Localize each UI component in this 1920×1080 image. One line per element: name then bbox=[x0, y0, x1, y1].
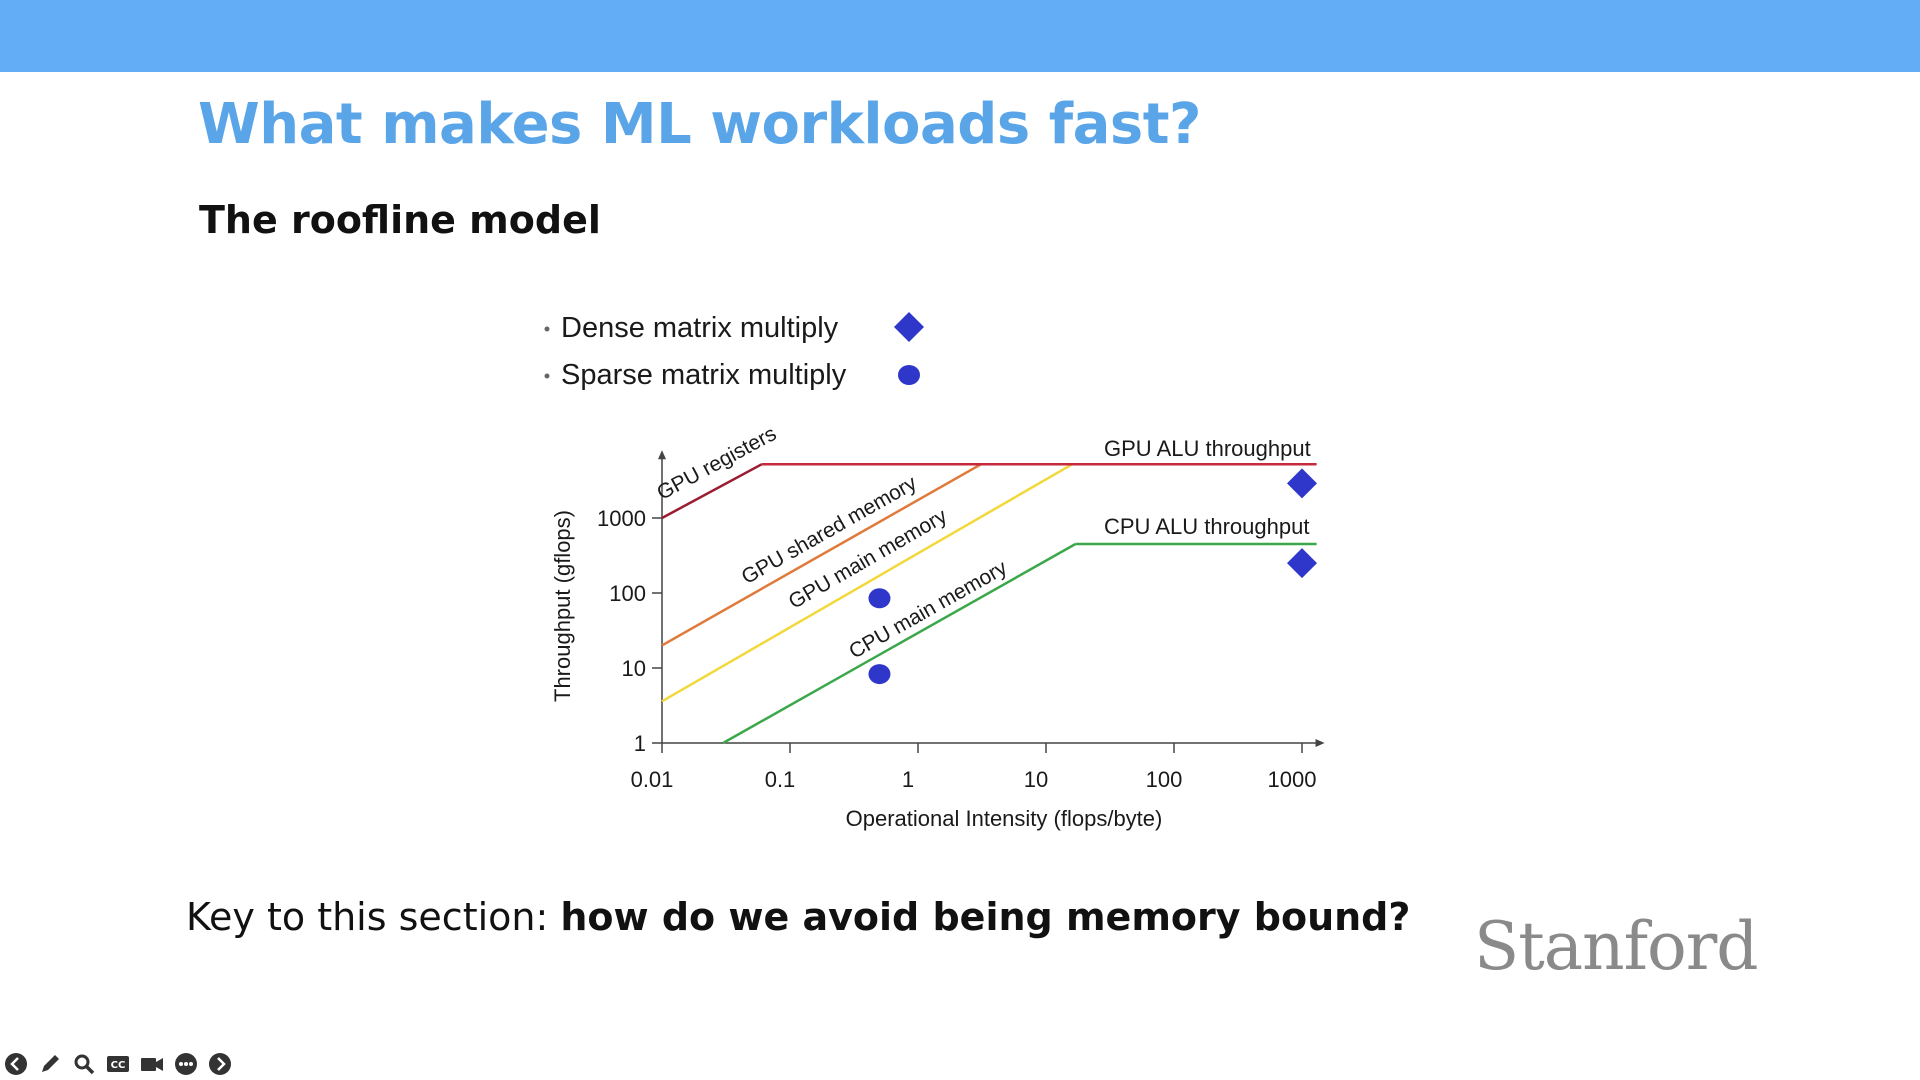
x-tick-label: 1000 bbox=[1268, 767, 1317, 792]
stanford-logo: Stanford bbox=[1474, 908, 1759, 985]
more-icon bbox=[175, 1053, 197, 1075]
x-tick-label: 0.01 bbox=[631, 767, 674, 792]
pen-button[interactable] bbox=[38, 1052, 62, 1076]
dense-marker bbox=[1287, 548, 1317, 579]
series-label: GPU ALU throughput bbox=[1104, 436, 1311, 461]
more-button[interactable] bbox=[174, 1052, 198, 1076]
series-line bbox=[661, 463, 982, 647]
series-line bbox=[661, 463, 763, 520]
series-label: GPU registers bbox=[653, 422, 780, 505]
y-tick-label: 1000 bbox=[597, 506, 646, 531]
series-line bbox=[661, 463, 1073, 703]
next-button[interactable] bbox=[208, 1052, 232, 1076]
legend-bullet bbox=[544, 373, 550, 379]
previous-button[interactable] bbox=[4, 1052, 28, 1076]
x-tick-label: 10 bbox=[1024, 767, 1048, 792]
y-axis-label: Throughput (gflops) bbox=[550, 510, 575, 702]
camera-icon bbox=[141, 1058, 163, 1071]
key-question: how do we avoid being memory bound? bbox=[560, 895, 1411, 939]
legend-diamond-marker bbox=[894, 312, 924, 342]
legend-label: Dense matrix multiply bbox=[561, 312, 839, 344]
pen-icon bbox=[42, 1055, 59, 1072]
closed-captions-button[interactable]: CC bbox=[106, 1052, 130, 1076]
sparse-marker bbox=[868, 664, 891, 685]
x-tick-label: 100 bbox=[1146, 767, 1183, 792]
y-axis-arrow bbox=[658, 450, 666, 460]
series-label: CPU main memory bbox=[845, 556, 1011, 664]
next-icon bbox=[209, 1053, 231, 1075]
slide-subtitle: The roofline model bbox=[199, 198, 601, 242]
slide-title: What makes ML workloads fast? bbox=[198, 92, 1201, 157]
key-takeaway: Key to this section: how do we avoid bei… bbox=[186, 895, 1410, 939]
x-tick-label: 0.1 bbox=[765, 767, 796, 792]
closed-captions-icon: CC bbox=[107, 1056, 129, 1072]
key-prefix: Key to this section: bbox=[186, 895, 561, 939]
svg-text:CC: CC bbox=[111, 1060, 126, 1071]
previous-icon bbox=[5, 1053, 27, 1075]
legend-circle-marker bbox=[898, 365, 920, 385]
player-controls: CC bbox=[4, 1052, 232, 1076]
sparse-marker bbox=[868, 588, 891, 609]
top-banner bbox=[0, 0, 1920, 72]
series-label: CPU ALU throughput bbox=[1104, 514, 1309, 539]
zoom-button[interactable] bbox=[72, 1052, 96, 1076]
y-tick-label: 100 bbox=[609, 581, 646, 606]
x-axis-label: Operational Intensity (flops/byte) bbox=[846, 806, 1163, 831]
dense-marker bbox=[1287, 468, 1317, 499]
y-tick-label: 1 bbox=[634, 731, 646, 756]
x-tick-label: 1 bbox=[902, 767, 914, 792]
series-line bbox=[722, 542, 1077, 745]
zoom-icon bbox=[74, 1054, 95, 1075]
y-tick-label: 10 bbox=[622, 656, 646, 681]
camera-button[interactable] bbox=[140, 1052, 164, 1076]
legend-label: Sparse matrix multiply bbox=[561, 359, 847, 391]
legend-bullet bbox=[544, 326, 550, 332]
x-axis-arrow bbox=[1315, 739, 1325, 747]
